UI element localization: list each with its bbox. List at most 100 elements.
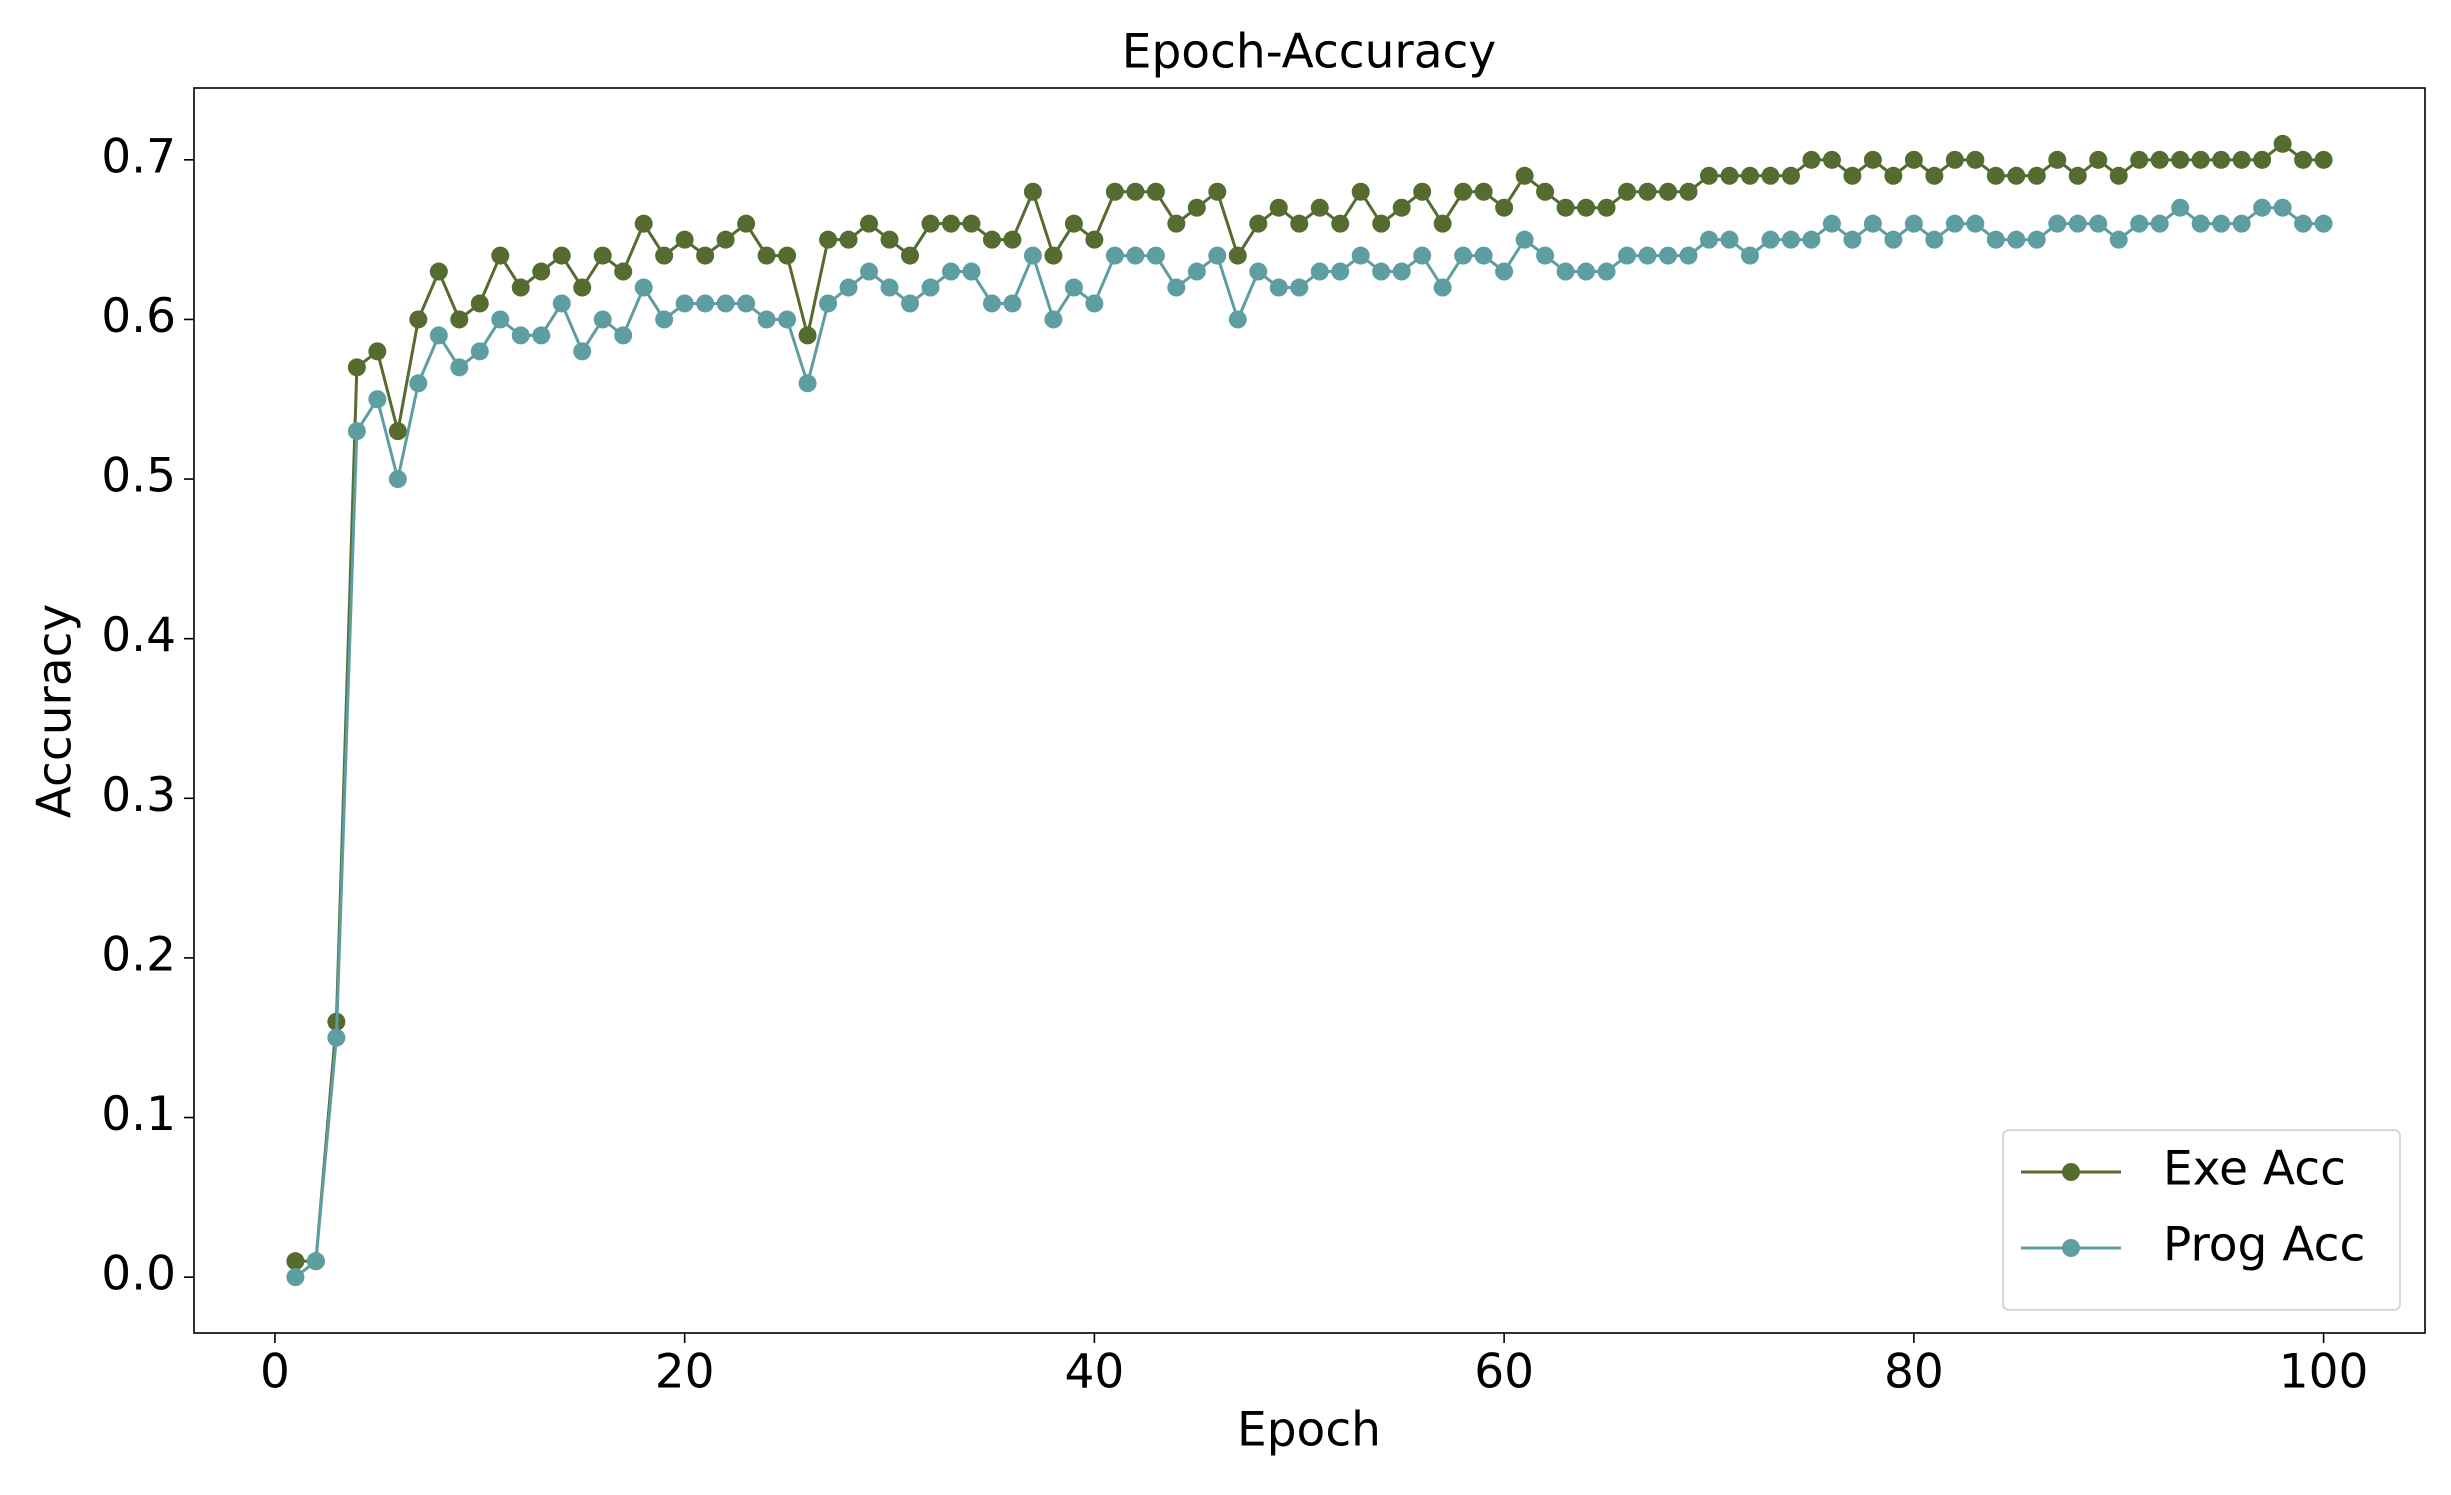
data-point: [1699, 230, 1718, 249]
data-point: [1454, 182, 1473, 201]
legend-box: [2002, 1129, 2401, 1311]
data-point: [429, 262, 448, 281]
data-point: [2068, 214, 2087, 233]
legend: Exe Acc Prog Acc: [2002, 1129, 2401, 1311]
data-point: [737, 294, 756, 313]
data-point: [1331, 214, 1350, 233]
data-point: [2253, 198, 2272, 217]
data-point: [573, 342, 592, 361]
data-point: [1577, 198, 1596, 217]
data-point: [1720, 230, 1739, 249]
data-point: [757, 310, 776, 329]
data-point: [2150, 214, 2169, 233]
data-point: [1331, 262, 1350, 281]
series-line: [294, 205, 2324, 1279]
data-point: [429, 326, 448, 345]
data-point: [2007, 230, 2026, 249]
data-point: [757, 246, 776, 265]
x-tick-label: 40: [1064, 1345, 1124, 1400]
data-point: [1126, 182, 1145, 201]
data-point: [839, 230, 858, 249]
data-point: [1392, 262, 1411, 281]
data-point: [327, 1028, 346, 1047]
data-point: [347, 422, 366, 441]
data-point: [1638, 246, 1657, 265]
data-point: [2089, 214, 2108, 233]
x-axis-label: Epoch: [1237, 1403, 1381, 1458]
data-point: [1679, 182, 1698, 201]
y-tick-label: 0.7: [101, 129, 176, 184]
data-point: [2048, 214, 2067, 233]
data-point: [634, 278, 653, 297]
data-point: [552, 246, 571, 265]
data-point: [1986, 230, 2005, 249]
data-point: [1945, 150, 1964, 169]
data-point: [675, 294, 694, 313]
data-point: [1740, 246, 1759, 265]
data-point: [819, 230, 838, 249]
data-point: [2089, 150, 2108, 169]
data-point: [1720, 166, 1739, 185]
data-point: [1105, 246, 1124, 265]
data-point: [1187, 262, 1206, 281]
data-point: [1966, 150, 1985, 169]
data-point: [2273, 134, 2292, 153]
data-point: [1187, 198, 1206, 217]
data-point: [1413, 182, 1432, 201]
data-point: [1208, 182, 1227, 201]
data-point: [962, 262, 981, 281]
data-point: [2171, 198, 2190, 217]
data-point: [1618, 246, 1637, 265]
data-point: [1085, 294, 1104, 313]
data-point: [1146, 246, 1165, 265]
data-point: [1966, 214, 1985, 233]
data-point: [2027, 166, 2046, 185]
y-tick-label: 0.5: [101, 449, 176, 504]
data-point: [1986, 166, 2005, 185]
data-point: [409, 310, 428, 329]
data-point: [1249, 262, 1268, 281]
data-point: [1495, 262, 1514, 281]
data-point: [1413, 246, 1432, 265]
data-point: [982, 294, 1001, 313]
y-tick-label: 0.6: [101, 289, 176, 344]
data-point: [941, 214, 960, 233]
data-point: [798, 374, 817, 393]
data-point: [1105, 182, 1124, 201]
data-point: [921, 278, 940, 297]
data-point: [798, 326, 817, 345]
data-point: [573, 278, 592, 297]
data-point: [1740, 166, 1759, 185]
data-point: [1536, 246, 1555, 265]
series: [286, 134, 2333, 1271]
data-point: [2232, 150, 2251, 169]
data-point: [1515, 230, 1534, 249]
data-point: [1945, 214, 1964, 233]
data-point: [450, 310, 469, 329]
legend-label: Exe Acc: [2163, 1142, 2346, 1197]
data-point: [2150, 150, 2169, 169]
data-point: [286, 1268, 305, 1287]
data-point: [286, 1252, 305, 1271]
data-point: [2212, 150, 2231, 169]
data-point: [368, 342, 387, 361]
data-point: [614, 326, 633, 345]
data-point: [1044, 246, 1063, 265]
y-axis-label: Accuracy: [28, 604, 83, 819]
data-point: [1003, 230, 1022, 249]
x-tick-label: 100: [2279, 1345, 2369, 1400]
x-tick-label: 60: [1474, 1345, 1534, 1400]
data-point: [1597, 262, 1616, 281]
data-point: [860, 214, 879, 233]
y-tick-label: 0.2: [101, 927, 176, 982]
data-point: [368, 390, 387, 409]
y-tick-label: 0.3: [101, 768, 176, 823]
data-point: [1433, 278, 1452, 297]
data-point: [1884, 230, 1903, 249]
data-point: [347, 358, 366, 377]
data-point: [982, 230, 1001, 249]
data-point: [696, 294, 715, 313]
data-point: [450, 358, 469, 377]
data-point: [2232, 214, 2251, 233]
